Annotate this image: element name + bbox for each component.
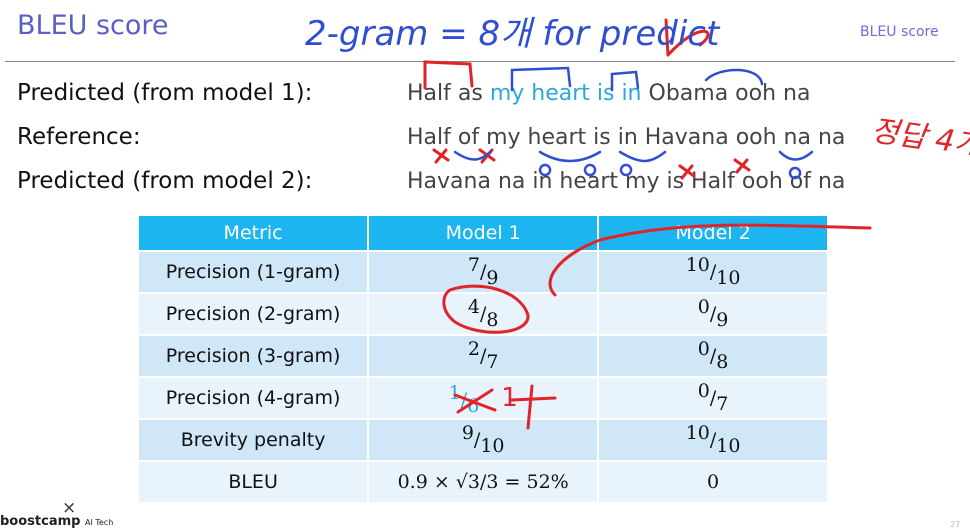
sentence-part: Half of my heart is in Havana ooh na na [407,125,846,150]
denominator: 8 [486,309,499,331]
sentence-part: my heart is in [489,81,642,106]
cell-text: Precision (1-gram) [165,261,341,283]
numerator: 0 [697,296,710,318]
brand-sub: AI Tech [84,518,114,527]
numerator: 0 [697,338,710,360]
table-cell: 0/7 [597,376,829,420]
metrics-table: Metric Model 1 Model 2 Precision (1-gram) 7/… [136,214,829,504]
denominator: 10 [716,267,741,289]
sentence-label: Predicted (from model 1): [17,80,313,106]
page-number: 27 [950,520,961,529]
sentence: Havana na in heart my is Half ooh of na [407,169,845,194]
column-header: Metric [136,214,370,252]
cell-text: BLEU [228,471,278,493]
cell-text: Precision (2-gram) [165,303,341,325]
correction: 1 [501,383,518,413]
table-row: Brevity penalty 9/10 10/10 [136,418,829,462]
numerator: 9 [461,422,474,444]
numerator: 7 [467,254,480,276]
table-cell: 10/10 [597,418,829,462]
cell-text: Precision (3-gram) [165,345,341,367]
sentence-part: Obama ooh na [641,81,811,106]
numerator: 2 [467,338,480,360]
divider [5,61,955,62]
denominator: 10 [480,435,505,457]
sentence-part: Havana na in heart my is Half ooh of na [407,169,846,194]
table-row: Precision (2-gram) 4/8 0/9 [136,292,829,336]
table-cell: Brevity penalty [136,418,370,462]
cell-text: 0 [707,471,720,493]
table-cell: 0.9 × √3/3 = 52% [367,460,600,504]
sentence: Half of my heart is in Havana ooh na na [407,125,845,150]
column-header: Model 1 [367,214,600,252]
table-row: Precision (4-gram) 1/6 1 0/7 [136,376,829,420]
table-cell: 10/10 [597,250,829,294]
cell-text: Brevity penalty [180,429,326,451]
table-cell: Precision (2-gram) [136,292,370,336]
table-cell: 2/7 [367,334,600,378]
footer-brand: boostcamp AI Tech [0,514,113,529]
close-icon[interactable]: × [62,498,77,518]
title: BLEU score [17,10,169,41]
table-cell: 4/8 [367,292,600,336]
numerator: 10 [685,254,710,276]
table-cell: BLEU [136,460,370,504]
annotation: 2-gram = 8개 for predict [305,14,721,54]
table-row: BLEU 0.9 × √3/3 = 52% 0 [136,460,829,504]
sentence: Half as my heart is in Obama ooh na [407,81,810,106]
numerator: 10 [685,422,710,444]
numerator: 1 [448,382,461,404]
table-cell: 0/9 [597,292,829,336]
section-label: BLEU score [860,24,939,40]
denominator: 7 [716,393,729,415]
denominator: 10 [716,435,741,457]
annotation: 정답 4개 [869,113,970,164]
table-cell: 1/6 1 [367,376,600,420]
denominator: 7 [486,351,499,373]
table-cell: 0/8 [597,334,829,378]
table-cell: Precision (3-gram) [136,334,370,378]
denominator: 8 [716,351,729,373]
denominator: 9 [716,309,729,331]
cell-text: Precision (4-gram) [165,387,341,409]
denominator: 9 [486,267,499,289]
cell-text: 0.9 × √3/3 = 52% [397,471,569,493]
sentence-label: Reference: [17,124,141,150]
table-row: Precision (3-gram) 2/7 0/8 [136,334,829,378]
table-cell: 0 [597,460,829,504]
table-cell: Precision (4-gram) [136,376,370,420]
header-row: Metric Model 1 Model 2 [136,214,829,252]
table-cell: Precision (1-gram) [136,250,370,294]
numerator: 4 [467,296,480,318]
sentence-part: Half as [407,81,490,106]
table-cell: 9/10 [367,418,600,462]
brand: boostcamp [0,514,81,529]
sentence-label: Predicted (from model 2): [17,168,313,194]
numerator: 0 [697,380,710,402]
